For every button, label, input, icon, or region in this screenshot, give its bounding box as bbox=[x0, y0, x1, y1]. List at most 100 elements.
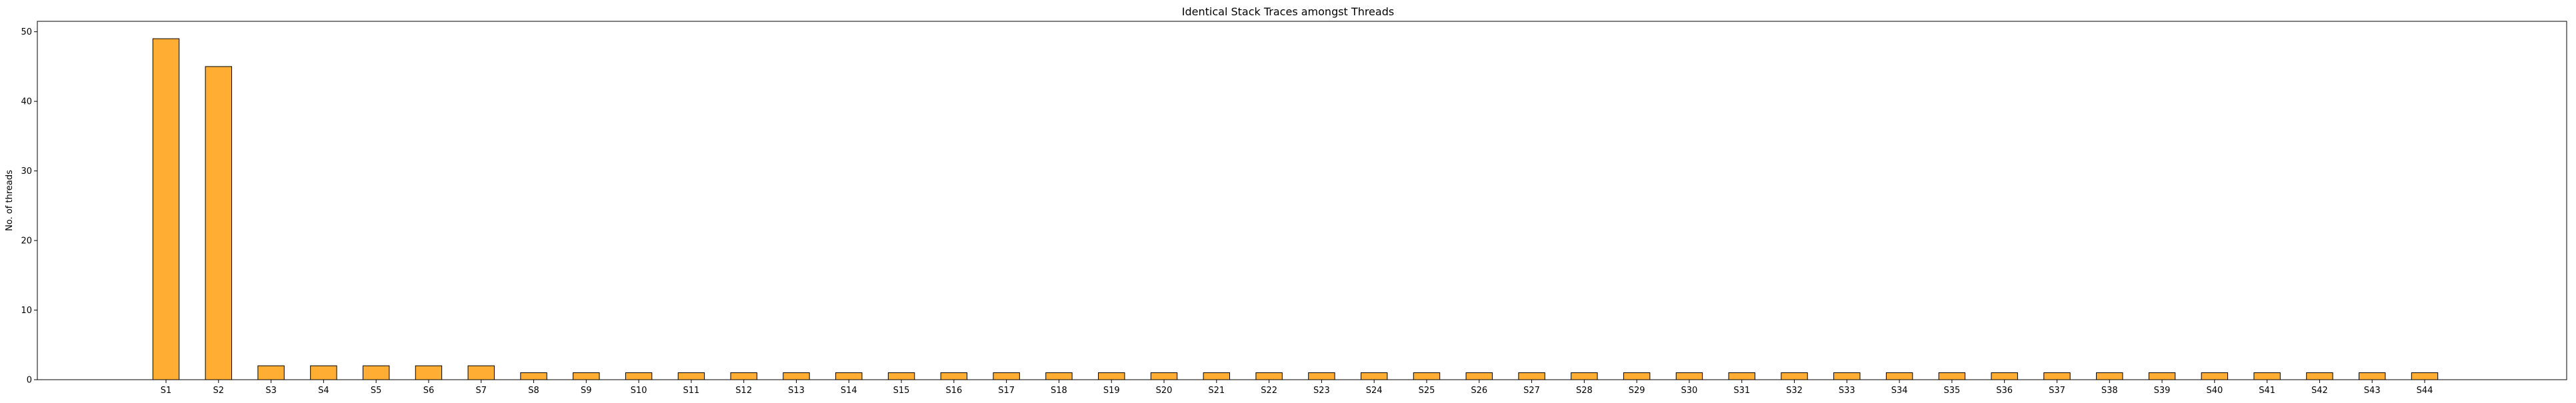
x-tick-label: S36 bbox=[1996, 386, 2013, 396]
y-tick-label: 10 bbox=[21, 306, 32, 316]
x-tick-label: S18 bbox=[1051, 386, 1067, 396]
bars-group bbox=[152, 38, 2439, 380]
chart-title: Identical Stack Traces amongst Threads bbox=[1182, 5, 1394, 18]
bar-s36 bbox=[1991, 372, 2018, 380]
x-tick-label: S9 bbox=[581, 386, 592, 396]
bar-s26 bbox=[1465, 372, 1493, 380]
y-tick-label: 30 bbox=[21, 167, 32, 177]
x-tick-label: S28 bbox=[1576, 386, 1593, 396]
x-tick-label: S21 bbox=[1208, 386, 1225, 396]
bar-s33 bbox=[1833, 372, 1861, 380]
x-tick-label: S32 bbox=[1786, 386, 1803, 396]
bar-s15 bbox=[887, 372, 915, 380]
x-tick-label: S15 bbox=[893, 386, 910, 396]
x-tick-label: S16 bbox=[945, 386, 962, 396]
bar-s42 bbox=[2306, 372, 2333, 380]
x-tick-label: S39 bbox=[2154, 386, 2171, 396]
bar-s24 bbox=[1360, 372, 1388, 380]
bar-s32 bbox=[1781, 372, 1808, 380]
x-tick-label: S8 bbox=[528, 386, 539, 396]
bar-s39 bbox=[2148, 372, 2176, 380]
y-tick-label: 50 bbox=[21, 27, 32, 37]
x-tick-label: S12 bbox=[735, 386, 752, 396]
bar-s1 bbox=[152, 38, 180, 380]
x-tick-label: S41 bbox=[2259, 386, 2275, 396]
bar-s19 bbox=[1098, 372, 1125, 380]
x-tick-label: S4 bbox=[318, 386, 329, 396]
x-axis-ticks: S1 S2 S3 S4 S5 S6 S7 S8 S9 S10 S11 S12 S13 S14 S15 S16 S… bbox=[161, 380, 2433, 396]
x-tick-label: S7 bbox=[475, 386, 487, 396]
bar-s41 bbox=[2253, 372, 2281, 380]
bar-s6 bbox=[415, 365, 443, 380]
x-tick-label: S25 bbox=[1419, 386, 1435, 396]
bar-s31 bbox=[1728, 372, 1755, 380]
bar-s34 bbox=[1885, 372, 1913, 380]
bar-s38 bbox=[2096, 372, 2123, 380]
bar-s40 bbox=[2201, 372, 2229, 380]
bar-s27 bbox=[1518, 372, 1545, 380]
bar-s18 bbox=[1045, 372, 1073, 380]
x-tick-label: S19 bbox=[1103, 386, 1120, 396]
bar-s8 bbox=[520, 372, 547, 380]
y-axis-label: No. of threads bbox=[5, 170, 15, 231]
bar-s2 bbox=[205, 66, 232, 380]
x-tick-label: S29 bbox=[1629, 386, 1645, 396]
bar-s7 bbox=[467, 365, 495, 380]
x-tick-label: S24 bbox=[1366, 386, 1383, 396]
bar-s21 bbox=[1203, 372, 1231, 380]
bar-s23 bbox=[1308, 372, 1335, 380]
x-tick-label: S17 bbox=[998, 386, 1015, 396]
bar-s28 bbox=[1571, 372, 1598, 380]
bar-s30 bbox=[1675, 372, 1703, 380]
x-tick-label: S2 bbox=[213, 386, 225, 396]
x-tick-label: S1 bbox=[161, 386, 172, 396]
x-tick-label: S44 bbox=[2417, 386, 2433, 396]
bar-s10 bbox=[625, 372, 653, 380]
x-tick-label: S34 bbox=[1891, 386, 1908, 396]
bar-s9 bbox=[573, 372, 600, 380]
y-axis-ticks: 0 10 20 30 40 50 bbox=[21, 27, 37, 386]
x-tick-label: S13 bbox=[788, 386, 805, 396]
bar-s4 bbox=[310, 365, 337, 380]
x-tick-label: S5 bbox=[371, 386, 382, 396]
bar-s11 bbox=[677, 372, 705, 380]
bar-s16 bbox=[940, 372, 968, 380]
x-tick-label: S30 bbox=[1681, 386, 1698, 396]
bar-s14 bbox=[835, 372, 863, 380]
x-tick-label: S31 bbox=[1733, 386, 1750, 396]
y-tick-label: 20 bbox=[21, 236, 32, 246]
x-tick-label: S35 bbox=[1943, 386, 1960, 396]
y-tick-label: 40 bbox=[21, 97, 32, 107]
x-tick-label: S22 bbox=[1261, 386, 1277, 396]
x-tick-label: S37 bbox=[2049, 386, 2065, 396]
x-tick-label: S10 bbox=[631, 386, 647, 396]
plot-area-frame bbox=[37, 21, 2567, 380]
x-tick-label: S43 bbox=[2364, 386, 2381, 396]
x-tick-label: S3 bbox=[265, 386, 277, 396]
x-tick-label: S40 bbox=[2206, 386, 2223, 396]
bar-s20 bbox=[1150, 372, 1178, 380]
bar-s44 bbox=[2411, 372, 2439, 380]
bar-s17 bbox=[993, 372, 1020, 380]
x-tick-label: S11 bbox=[683, 386, 700, 396]
x-tick-label: S33 bbox=[1839, 386, 1855, 396]
bar-s29 bbox=[1623, 372, 1651, 380]
x-tick-label: S27 bbox=[1523, 386, 1540, 396]
bar-s43 bbox=[2359, 372, 2386, 380]
bar-s12 bbox=[730, 372, 757, 380]
bar-s22 bbox=[1255, 372, 1283, 380]
bar-s3 bbox=[257, 365, 285, 380]
bar-s25 bbox=[1413, 372, 1441, 380]
x-tick-label: S42 bbox=[2311, 386, 2328, 396]
bar-s13 bbox=[783, 372, 810, 380]
x-tick-label: S14 bbox=[841, 386, 857, 396]
x-tick-label: S26 bbox=[1471, 386, 1487, 396]
x-tick-label: S38 bbox=[2101, 386, 2118, 396]
x-tick-label: S6 bbox=[423, 386, 435, 396]
bar-s35 bbox=[1938, 372, 1966, 380]
y-tick-label: 0 bbox=[27, 376, 32, 386]
bar-s37 bbox=[2043, 372, 2071, 380]
x-tick-label: S23 bbox=[1313, 386, 1330, 396]
